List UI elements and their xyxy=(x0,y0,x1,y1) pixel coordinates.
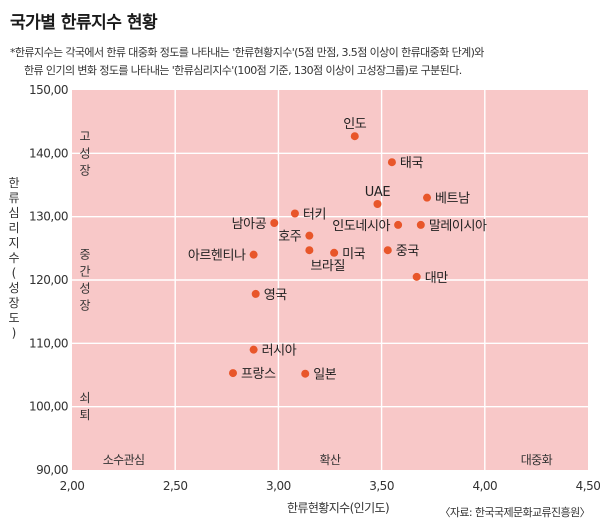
y-axis-title: 한 류 심 리 지 수(성 장 도) xyxy=(8,176,19,340)
data-point xyxy=(270,219,279,227)
data-label: 호주 xyxy=(278,230,302,245)
note-line-1: *한류지수는 각국에서 한류 대중화 정도를 나타내는 '한류현황지수'(5점 … xyxy=(10,46,484,59)
data-label: 인도네시아 xyxy=(332,219,390,234)
data-point xyxy=(249,345,258,354)
source-note: 〈자료: 한국국제문화교류진흥원〉 xyxy=(439,506,590,519)
zone-label-x: 확산 xyxy=(320,453,341,467)
y-tick-label: 100,00 xyxy=(29,400,68,414)
data-label: 러시아 xyxy=(262,344,297,359)
y-tick-label: 150,00 xyxy=(29,83,68,97)
data-point xyxy=(290,209,299,218)
data-point xyxy=(412,272,421,281)
data-label: 태국 xyxy=(400,156,424,171)
data-label: 영국 xyxy=(264,288,288,303)
x-tick-label: 4,50 xyxy=(576,479,600,493)
data-point xyxy=(305,231,314,240)
y-tick-label: 130,00 xyxy=(29,210,68,224)
data-point xyxy=(394,220,403,229)
data-point xyxy=(373,200,382,208)
data-label: 인도 xyxy=(343,117,367,132)
data-point xyxy=(350,132,359,141)
data-label: 브라질 xyxy=(310,259,345,274)
data-point xyxy=(423,193,432,202)
data-label: 남아공 xyxy=(232,217,267,232)
data-label: 미국 xyxy=(342,247,366,262)
data-point xyxy=(330,248,339,257)
y-tick-label: 140,00 xyxy=(29,146,68,160)
zone-label-x: 대중화 xyxy=(521,453,553,467)
data-label: 대만 xyxy=(425,271,449,286)
data-point xyxy=(251,289,260,298)
data-point xyxy=(228,369,237,378)
data-point xyxy=(305,246,314,255)
x-tick-label: 2,00 xyxy=(60,479,85,493)
chart-title: 국가별 한류지수 현황 xyxy=(10,13,158,33)
data-label: 아르헨티나 xyxy=(188,249,246,264)
data-point xyxy=(383,246,392,255)
data-point xyxy=(301,369,310,378)
y-tick-label: 120,00 xyxy=(29,273,68,287)
x-tick-label: 4,00 xyxy=(472,479,497,493)
data-label: 중국 xyxy=(396,244,420,259)
x-tick-label: 2,50 xyxy=(163,479,188,493)
data-label: 터키 xyxy=(303,208,326,223)
zone-label-x: 소수관심 xyxy=(103,453,145,467)
y-tick-label: 110,00 xyxy=(29,336,68,350)
data-label: 베트남 xyxy=(435,192,470,207)
data-label: 프랑스 xyxy=(241,367,276,382)
data-label: 말레이시아 xyxy=(429,219,487,234)
data-label: UAE xyxy=(365,185,391,200)
data-point xyxy=(416,220,425,229)
note-line-2: 한류 인기의 변화 정도를 나타내는 '한류심리지수'(100점 기준, 130… xyxy=(24,64,462,77)
x-tick-label: 3,50 xyxy=(369,479,394,493)
data-label: 일본 xyxy=(313,368,337,383)
x-tick-label: 3,00 xyxy=(266,479,291,493)
y-tick-label: 90,00 xyxy=(36,463,68,477)
data-point xyxy=(387,158,396,167)
data-point xyxy=(249,250,258,259)
x-axis-title: 한류현황지수(인기도) xyxy=(287,501,389,515)
